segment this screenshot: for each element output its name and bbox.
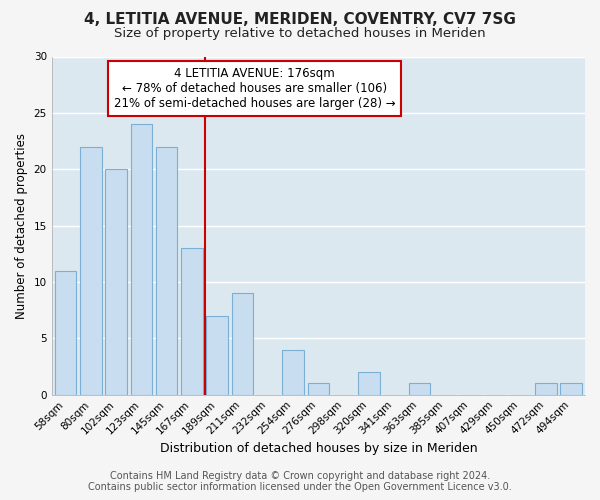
Bar <box>131 124 152 394</box>
Y-axis label: Number of detached properties: Number of detached properties <box>15 132 28 318</box>
Bar <box>308 384 329 394</box>
Bar <box>409 384 430 394</box>
Bar <box>181 248 203 394</box>
Text: Size of property relative to detached houses in Meriden: Size of property relative to detached ho… <box>114 28 486 40</box>
Text: Contains HM Land Registry data © Crown copyright and database right 2024.
Contai: Contains HM Land Registry data © Crown c… <box>88 471 512 492</box>
Bar <box>358 372 380 394</box>
Bar <box>206 316 228 394</box>
Bar <box>232 294 253 394</box>
Bar <box>283 350 304 395</box>
Text: 4, LETITIA AVENUE, MERIDEN, COVENTRY, CV7 7SG: 4, LETITIA AVENUE, MERIDEN, COVENTRY, CV… <box>84 12 516 28</box>
Bar <box>156 146 178 394</box>
Bar <box>55 270 76 394</box>
Bar <box>80 146 101 394</box>
Bar <box>535 384 557 394</box>
Bar <box>106 169 127 394</box>
Bar <box>560 384 582 394</box>
Text: 4 LETITIA AVENUE: 176sqm
← 78% of detached houses are smaller (106)
21% of semi-: 4 LETITIA AVENUE: 176sqm ← 78% of detach… <box>113 66 395 110</box>
X-axis label: Distribution of detached houses by size in Meriden: Distribution of detached houses by size … <box>160 442 477 455</box>
